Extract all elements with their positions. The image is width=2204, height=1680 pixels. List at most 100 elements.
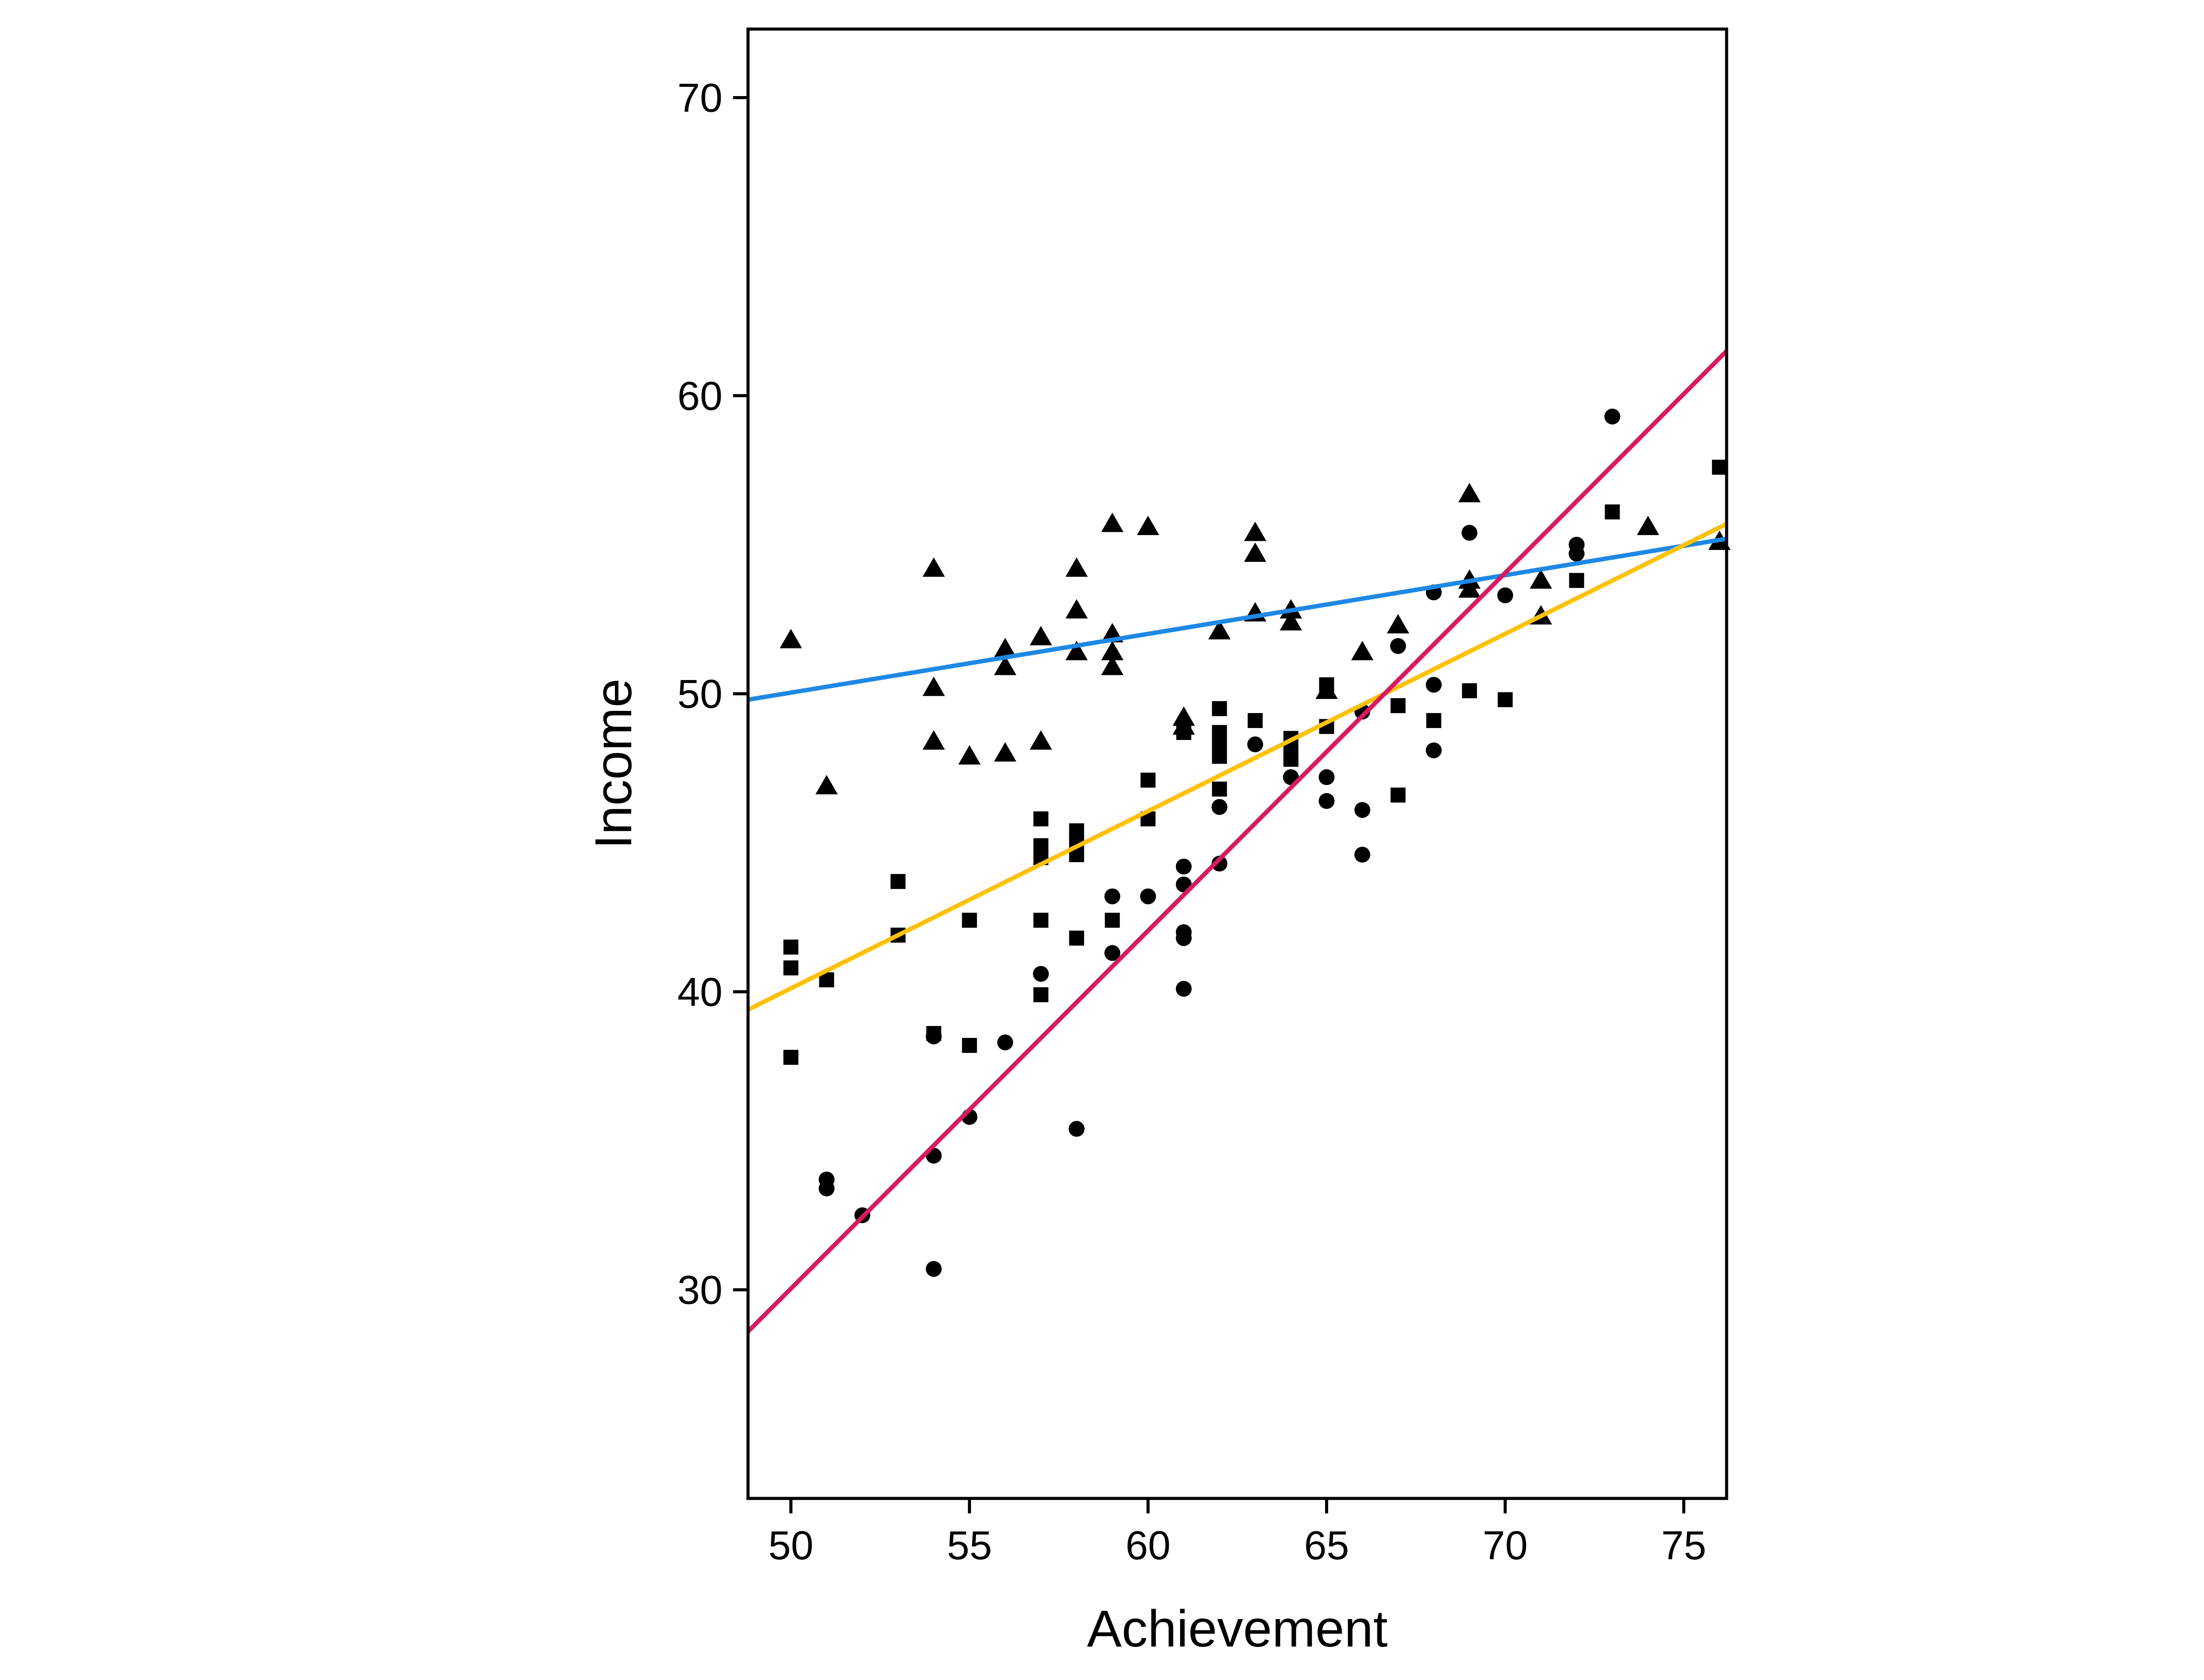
data-point-triangle (1637, 516, 1660, 535)
data-point-circle (1318, 793, 1335, 809)
data-point-square (1212, 781, 1227, 797)
data-point-circle (1354, 847, 1370, 863)
data-point-circle (1568, 546, 1585, 562)
data-point-circle (1104, 945, 1121, 961)
x-tick-label: 75 (1661, 1523, 1706, 1568)
data-point-triangle (1244, 542, 1266, 562)
data-point-circle (1104, 888, 1121, 904)
data-point-triangle (1030, 626, 1052, 646)
data-point-circle (1497, 587, 1513, 603)
y-tick-label: 60 (678, 374, 722, 419)
data-point-circle (1604, 409, 1620, 425)
data-point-circle (1176, 981, 1192, 997)
data-point-circle (1068, 1121, 1085, 1137)
data-point-circle (1461, 524, 1478, 541)
data-point-circle (997, 1034, 1013, 1051)
data-point-square (1033, 811, 1049, 827)
data-point-triangle (1208, 620, 1231, 639)
y-tick-label: 30 (678, 1268, 722, 1313)
plot-marks (779, 409, 1731, 1277)
regression-line (747, 522, 1728, 1012)
data-point-square (783, 939, 799, 955)
data-point-triangle (1065, 599, 1088, 619)
regression-line (748, 536, 1727, 702)
data-point-square (1712, 460, 1727, 475)
data-point-square (1212, 701, 1227, 716)
data-point-square (1069, 930, 1084, 946)
x-tick-label: 60 (1125, 1523, 1170, 1568)
data-point-square (1462, 683, 1477, 699)
data-point-circle (1354, 802, 1370, 818)
data-point-square (962, 1038, 977, 1053)
data-point-square (1212, 749, 1227, 764)
data-point-triangle (1351, 641, 1374, 661)
data-point-triangle (1315, 680, 1338, 699)
x-tick-label: 65 (1304, 1523, 1349, 1568)
data-point-square (1140, 773, 1156, 788)
data-point-square (1247, 713, 1263, 728)
y-tick-label: 50 (678, 672, 722, 717)
data-point-square (1105, 913, 1120, 928)
data-point-triangle (1458, 578, 1481, 598)
data-point-circle (1176, 859, 1192, 875)
data-point-triangle (994, 655, 1016, 675)
data-point-triangle (1244, 521, 1266, 541)
data-point-circle (1390, 638, 1406, 654)
data-point-circle (1426, 676, 1442, 693)
data-point-triangle (1101, 513, 1124, 532)
data-point-triangle (1065, 641, 1088, 661)
regression-line (746, 349, 1728, 1333)
y-axis-title: Income (585, 679, 643, 849)
data-point-square (1390, 788, 1406, 803)
data-point-triangle (923, 730, 945, 750)
data-point-square (783, 960, 799, 976)
data-point-square (1390, 698, 1406, 714)
data-point-square (1426, 713, 1441, 728)
data-point-circle (819, 1180, 835, 1197)
data-point-triangle (779, 629, 802, 649)
x-tick-label: 70 (1482, 1523, 1527, 1568)
plot-frame (746, 27, 1728, 1500)
data-point-square (962, 913, 977, 928)
data-point-square (783, 1050, 799, 1065)
data-point-triangle (958, 745, 981, 765)
data-point-triangle (815, 775, 838, 795)
regression-lines (746, 349, 1728, 1333)
data-point-triangle (1065, 557, 1088, 577)
data-point-circle (1211, 799, 1228, 815)
data-point-square (1569, 573, 1584, 588)
data-point-circle (1318, 769, 1335, 785)
data-point-square (1283, 751, 1299, 767)
data-point-square (1497, 692, 1513, 707)
data-point-circle (1426, 742, 1442, 758)
data-point-circle (1247, 736, 1263, 753)
data-point-square (1033, 913, 1049, 928)
data-point-triangle (1387, 614, 1409, 634)
x-axis: 50 55 60 65 70 75 (768, 1498, 1706, 1568)
data-point-circle (926, 1261, 942, 1277)
y-axis: 30 40 50 60 70 (678, 76, 748, 1313)
data-point-triangle (1101, 641, 1124, 661)
data-point-triangle (923, 676, 945, 696)
x-tick-label: 55 (947, 1523, 992, 1568)
data-point-triangle (1280, 611, 1302, 631)
y-tick-label: 40 (678, 970, 722, 1015)
x-tick-label: 50 (768, 1523, 813, 1568)
data-point-square (1033, 987, 1049, 1003)
data-point-triangle (1137, 516, 1159, 535)
data-point-circle (1033, 966, 1049, 982)
data-point-triangle (1030, 730, 1052, 750)
data-point-triangle (1458, 483, 1481, 502)
data-point-triangle (994, 638, 1016, 658)
data-point-triangle (923, 557, 945, 577)
data-point-square (926, 1026, 942, 1041)
data-point-circle (1176, 930, 1192, 946)
data-point-triangle (1101, 655, 1124, 675)
y-tick-label: 70 (678, 76, 722, 121)
data-point-triangle (1173, 715, 1195, 735)
data-point-square (1605, 504, 1620, 520)
x-axis-title: Achievement (1087, 1600, 1388, 1658)
data-point-square (890, 874, 906, 889)
data-point-triangle (994, 742, 1016, 762)
